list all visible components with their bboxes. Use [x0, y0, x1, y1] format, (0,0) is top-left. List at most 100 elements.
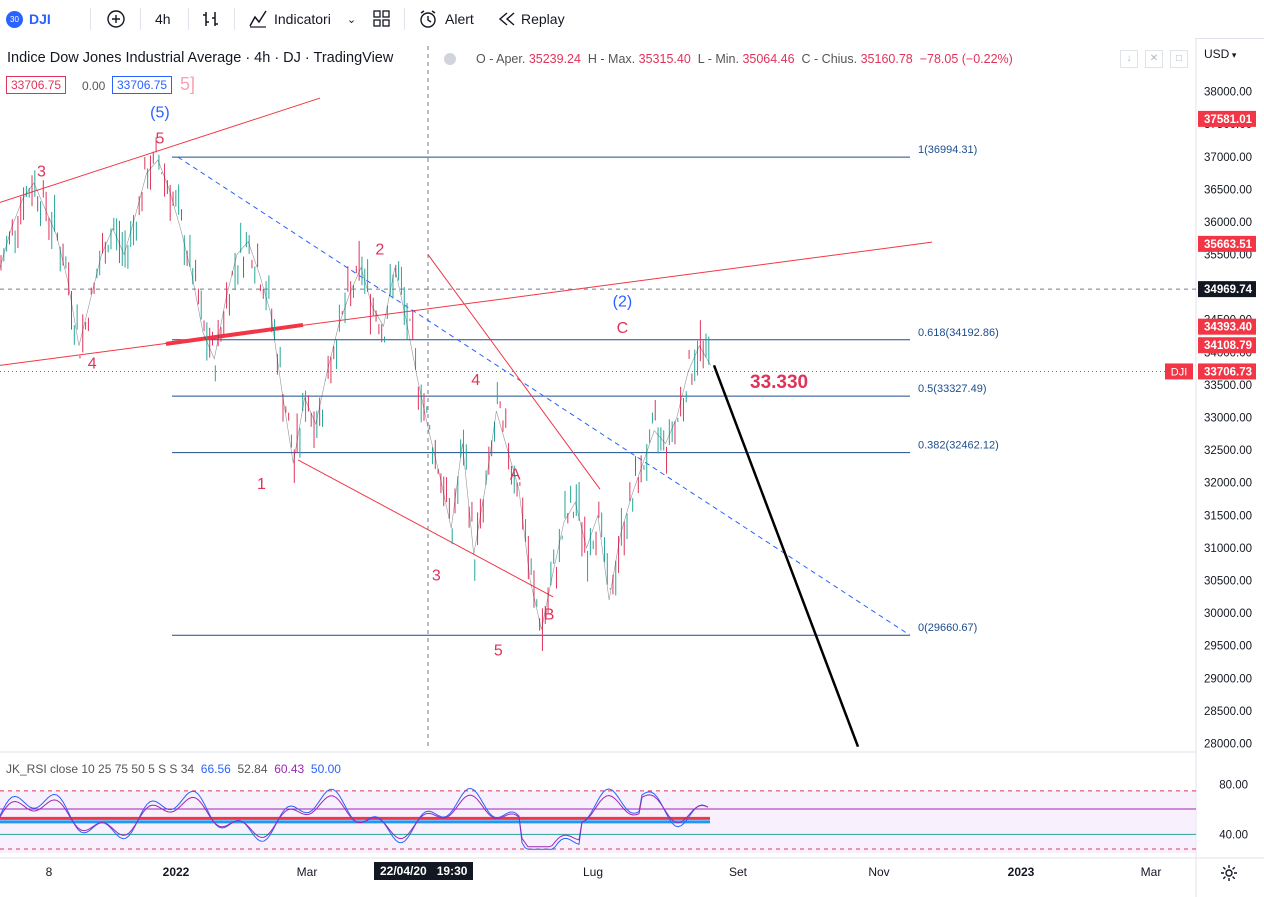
wave-label: 4 — [471, 372, 480, 389]
rsi-value-3: 60.43 — [274, 762, 305, 776]
symbol-search[interactable]: 30 DJI — [6, 0, 51, 38]
fib-level-label: 1(36994.31) — [918, 144, 977, 156]
price-label-text: 35663.51 — [1204, 239, 1253, 251]
price-label-box — [1198, 363, 1256, 380]
price-tick-label: 32000.00 — [1204, 478, 1252, 490]
price-tick-label: 28000.00 — [1204, 738, 1252, 750]
wave-label: (5) — [150, 105, 170, 122]
divider — [90, 8, 91, 30]
crosshair-date: 22/04/20 — [380, 864, 427, 878]
wave-label: C — [617, 320, 629, 337]
layouts-button[interactable] — [372, 0, 392, 38]
indicators-label: Indicatori — [274, 11, 331, 27]
rsi-signal-line — [0, 794, 709, 848]
alarm-clock-icon — [420, 10, 436, 28]
price-label-box — [1198, 318, 1256, 335]
price-tick-label: 28500.00 — [1204, 706, 1252, 718]
crosshair-time-label: 22/04/20 19:30 — [374, 862, 474, 880]
price-label-text: 34393.40 — [1204, 322, 1252, 334]
wave-label: 3 — [432, 568, 441, 585]
wave-label: 5 — [494, 642, 503, 659]
fib-level-label: 0.5(33327.49) — [918, 383, 987, 395]
last-price-tag: DJI — [1171, 366, 1188, 378]
fib-level-label: 0(29660.67) — [918, 622, 977, 634]
price-tick-label: 31000.00 — [1204, 543, 1252, 555]
divider — [188, 8, 189, 30]
price-label-box — [1198, 110, 1256, 127]
dashed-trendline — [177, 156, 911, 636]
ohlc-values: O - Aper. 35239.24 H - Max. 35315.40 L -… — [476, 52, 1013, 66]
wave-label: B — [544, 607, 555, 624]
divider — [140, 8, 141, 30]
rsi-title[interactable]: JK_RSI close 10 25 75 50 5 S S 34 — [6, 762, 195, 776]
time-tick-label: Mar — [1141, 865, 1162, 879]
gear-icon — [1221, 865, 1237, 881]
rewind-icon — [498, 12, 515, 26]
indicators-button[interactable]: Indicatori ⌄ — [248, 0, 356, 38]
bid-price-box[interactable]: 33706.75 — [6, 76, 67, 94]
interval-label: 4h — [155, 11, 171, 27]
price-label-text: 33706.73 — [1204, 366, 1252, 378]
top-toolbar: 30 DJI 4h Indicatori ⌄ Alert Replay — [0, 0, 1264, 39]
maximize-icon[interactable]: □ — [1170, 50, 1188, 68]
chart-type-button[interactable] — [200, 0, 222, 38]
price-tick-label: 29000.00 — [1204, 673, 1252, 685]
close-value: 35160.78 — [860, 52, 913, 66]
crosshair-time: 19:30 — [436, 864, 468, 878]
time-tick-label: 8 — [46, 865, 53, 879]
high-value: 35315.40 — [638, 52, 691, 66]
indicators-icon — [249, 10, 267, 28]
add-symbol-button[interactable] — [106, 0, 126, 38]
chart-canvas[interactable]: 1(36994.31) 0.618(34192.86) 0.5(33327.49) 0… — [0, 38, 1264, 897]
price-tick-label: 35500.00 — [1204, 250, 1252, 262]
spread-value: 0.00 — [82, 79, 106, 93]
price-label-box — [1198, 281, 1256, 298]
close-icon[interactable]: ✕ — [1145, 50, 1163, 68]
wave-label: 1 — [257, 476, 266, 493]
settings-dot-icon[interactable] — [444, 53, 456, 65]
plus-circle-icon — [107, 10, 125, 28]
rsi-value-4: 50.00 — [310, 762, 341, 776]
close-label: C - Chius. — [801, 52, 858, 66]
fib-level-label: 0.618(34192.86) — [918, 327, 999, 339]
symbol-name: DJI — [29, 11, 51, 27]
open-label: O - Aper. — [476, 52, 526, 66]
replay-button[interactable]: Replay — [498, 0, 565, 38]
symbol-badge: 30 — [6, 10, 23, 28]
low-value: 35064.46 — [742, 52, 795, 66]
price-label-box — [1198, 337, 1256, 354]
price-tick-label: 36500.00 — [1204, 184, 1252, 196]
chart-background — [0, 38, 1196, 858]
price-tick-label: 29500.00 — [1204, 641, 1252, 653]
last-price-tag-box — [1165, 363, 1193, 380]
time-tick-label: Lug — [583, 865, 603, 879]
time-tick-label: Set — [729, 865, 748, 879]
price-tick-label: 30500.00 — [1204, 576, 1252, 588]
chevron-down-icon: ⌄ — [346, 13, 357, 26]
thick-trend-segment — [165, 322, 304, 346]
price-tick-label: 36000.00 — [1204, 217, 1252, 229]
rsi-legend: JK_RSI close 10 25 75 50 5 S S 34 66.56 … — [6, 762, 341, 776]
collapse-icon[interactable]: ↓ — [1120, 50, 1138, 68]
interval-button[interactable]: 4h — [155, 0, 171, 38]
low-label: L - Min. — [697, 52, 739, 66]
rsi-value-2: 52.84 — [237, 762, 268, 776]
ask-price-box[interactable]: 33706.75 — [112, 76, 173, 94]
wave-label: 4 — [88, 356, 97, 373]
price-tick-label: 31500.00 — [1204, 510, 1252, 522]
time-tick-label: 2023 — [1008, 865, 1035, 879]
price-tick-label: 32500.00 — [1204, 445, 1252, 457]
alert-label: Alert — [445, 11, 474, 27]
wave-channel-line — [427, 254, 601, 490]
alert-button[interactable]: Alert — [418, 0, 474, 38]
currency-selector[interactable]: USD ▾ — [1204, 47, 1236, 61]
wave-label: 2 — [375, 242, 384, 259]
chevron-down-icon: ▾ — [1229, 50, 1237, 60]
chart-settings-button[interactable] — [1220, 864, 1238, 887]
wave-label: 5 — [155, 131, 164, 148]
price-line — [0, 159, 711, 630]
chart-title[interactable]: Indice Dow Jones Industrial Average · 4h… — [7, 50, 394, 66]
projection-line — [712, 364, 860, 748]
rsi-tick-label: 40.00 — [1219, 829, 1248, 841]
price-label-text: 34969.74 — [1204, 284, 1253, 296]
